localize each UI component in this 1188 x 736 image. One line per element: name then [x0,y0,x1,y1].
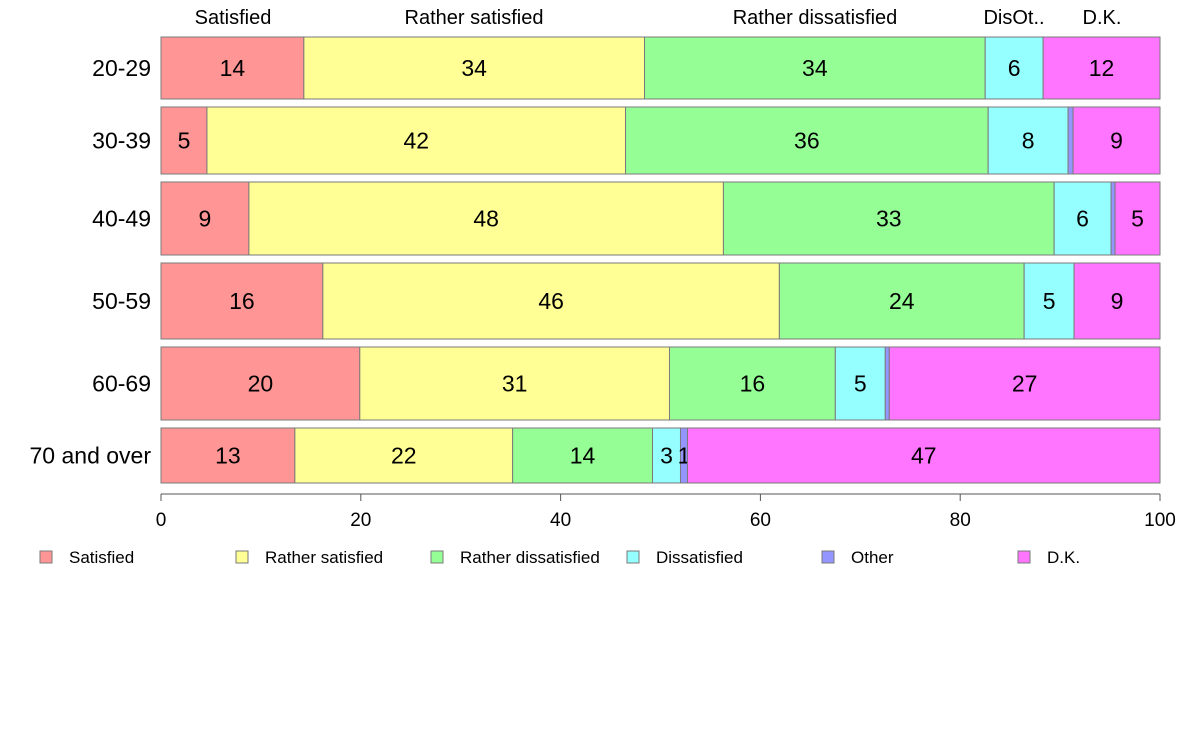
category-label: 70 and over [30,443,152,469]
bar-segment [686,427,1161,484]
bar-segment [512,427,654,484]
bar-segment [778,262,1025,340]
x-tick-label: 80 [950,510,971,531]
x-tick-label: 40 [550,510,571,531]
x-tick-label: 20 [350,510,371,531]
data-label: 14 [570,443,596,469]
bar-segment [987,106,1069,175]
column-header-label: DisOt.. [983,7,1044,29]
legend-swatch [430,550,444,564]
bar-segment [1110,181,1116,256]
data-label: 12 [1089,55,1115,81]
x-tick-label: 60 [750,510,771,531]
data-label: 6 [1076,206,1089,232]
legend-swatch [235,550,249,564]
bars: 14 34 34 6 12 5 42 36 8 9 9 48 33 6 5 16 46 24 5 9 20 31 16 5 27… [160,36,1161,484]
legend-label: Rather dissatisfied [460,548,600,567]
data-label: 9 [1110,128,1123,154]
column-header-label: Rather satisfied [405,7,544,29]
category-label: 30-39 [92,128,151,154]
data-label: 27 [1012,371,1038,397]
data-label: 16 [740,371,766,397]
column-header-label: Satisfied [195,7,272,29]
x-tick-label: 0 [156,510,167,531]
data-label: 47 [911,443,937,469]
bar-segment [294,427,514,484]
column-header-label: Rather dissatisfied [733,7,898,29]
data-label: 42 [403,128,429,154]
legend-swatch [1017,550,1031,564]
bar-segment [1067,106,1074,175]
bar-segment [322,262,780,340]
legend-label: D.K. [1047,548,1080,567]
bar-segment [206,106,627,175]
x-axis: 0 20 40 60 80 100 [156,493,1176,531]
column-header-label: D.K. [1083,7,1122,29]
data-label: 48 [473,206,499,232]
data-label: 34 [461,55,487,81]
bar-segment [652,427,681,484]
category-label: 20-29 [92,55,151,81]
data-label: 31 [502,371,528,397]
data-label: 16 [229,288,255,314]
legend-label: Other [851,548,894,567]
bar-segment [1023,262,1075,340]
legend: Satisfied Rather satisfied Rather dissatis… [39,548,1080,567]
bar-segment [160,36,305,100]
data-label: 33 [876,206,902,232]
legend-label: Dissatisfied [656,548,743,567]
legend-swatch [821,550,835,564]
bar-segment [359,346,670,421]
category-label: 40-49 [92,206,151,232]
bar-segment [668,346,836,421]
data-label: 22 [391,443,417,469]
data-label: 9 [1111,288,1124,314]
bar-segment [1114,181,1161,256]
category-label: 60-69 [92,371,151,397]
bar-segment [884,346,890,421]
bar-segment [1053,181,1112,256]
legend-label: Rather satisfied [265,548,383,567]
bar-segment [1073,262,1161,340]
y-axis-labels: 20-29 30-39 40-49 50-59 60-69 70 and over [30,55,152,469]
data-label: 24 [889,288,915,314]
data-label: 5 [1043,288,1056,314]
bar-segment [160,262,324,340]
bar-segment [1072,106,1161,175]
bar-segment [160,106,208,175]
bar-segment [303,36,646,100]
data-label: 8 [1022,128,1035,154]
data-label: 13 [215,443,241,469]
data-label: 36 [794,128,820,154]
data-label: 5 [854,371,867,397]
x-tick-label: 100 [1144,510,1176,531]
category-label: 50-59 [92,288,151,314]
bar-segment [625,106,989,175]
data-label: 6 [1008,55,1021,81]
bar-segment [722,181,1055,256]
column-header-labels: Satisfied Rather satisfied Rather dissatis… [195,7,1122,29]
data-label: 5 [178,128,191,154]
data-label: 5 [1131,206,1144,232]
legend-swatch [39,550,53,564]
bar-segment [644,36,986,100]
data-label: 3 [660,443,673,469]
data-label: 34 [802,55,828,81]
data-label: 9 [199,206,212,232]
data-label: 14 [220,55,246,81]
bar-segment [1042,36,1161,100]
legend-swatch [626,550,640,564]
data-label: 46 [538,288,564,314]
legend-label: Satisfied [69,548,134,567]
bar-segment [160,346,361,421]
bar-segment [888,346,1161,421]
data-label: 20 [248,371,274,397]
bar-segment [248,181,724,256]
